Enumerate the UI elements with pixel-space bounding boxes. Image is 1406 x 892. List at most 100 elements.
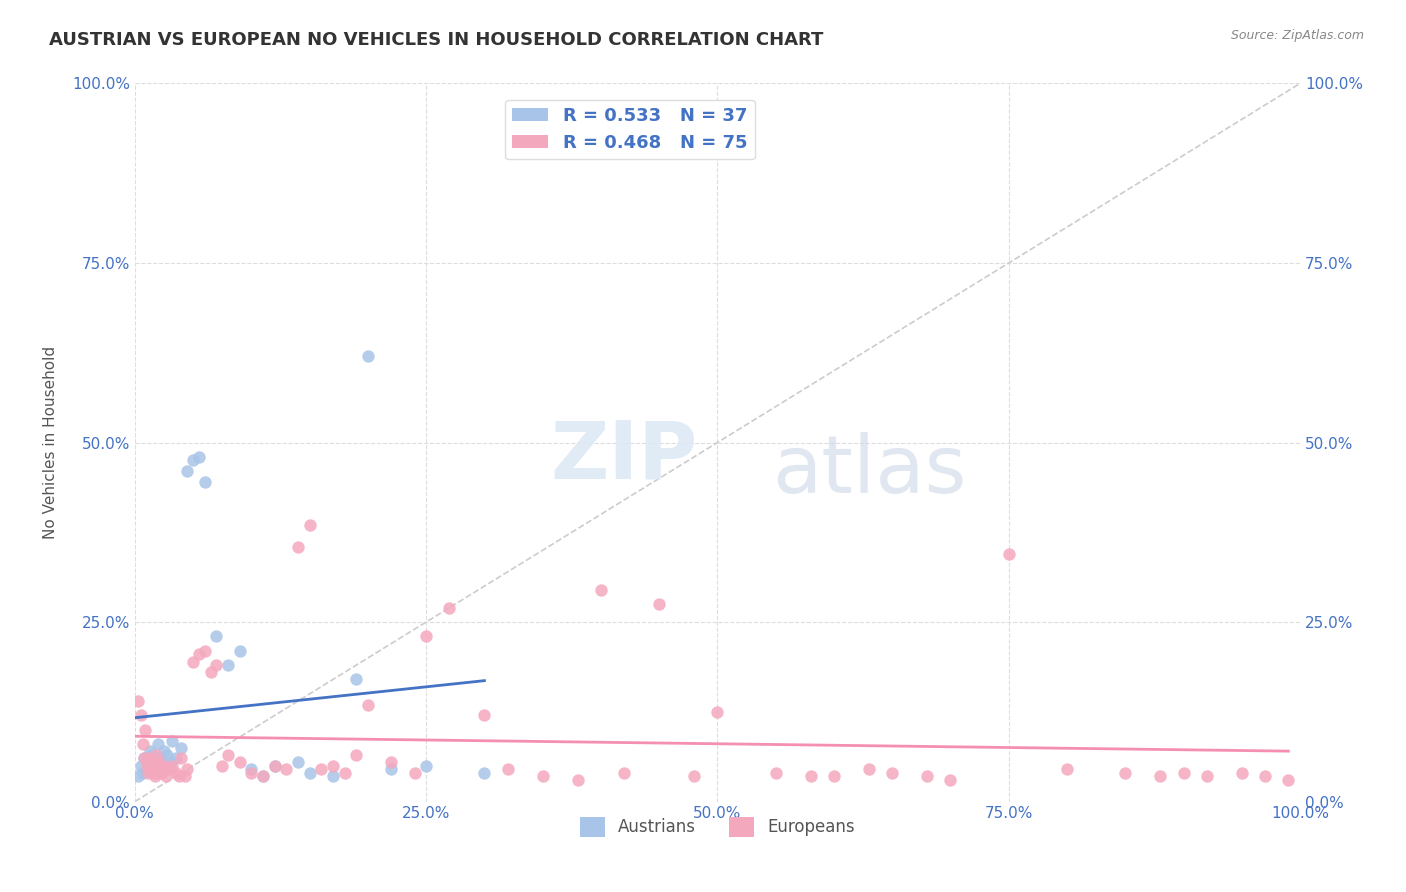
Point (858, 762, 880, 776)
Point (135, 755, 157, 769)
Legend: Austrians, Europeans: Austrians, Europeans (574, 810, 862, 844)
Point (141, 755, 163, 769)
Point (496, 762, 519, 776)
Point (1230, 765, 1253, 780)
Point (1254, 769, 1277, 783)
Point (357, 349, 380, 363)
Point (217, 658, 239, 673)
Point (380, 755, 402, 769)
Point (344, 747, 367, 762)
Point (145, 747, 167, 762)
Point (1173, 765, 1195, 780)
Point (132, 765, 155, 780)
Point (127, 769, 149, 783)
Point (155, 769, 177, 783)
Point (181, 655, 204, 669)
Point (211, 758, 233, 772)
Point (174, 769, 197, 783)
Point (1114, 765, 1136, 780)
Point (129, 708, 152, 723)
Point (882, 765, 904, 780)
Point (146, 737, 169, 751)
Point (129, 758, 152, 772)
Point (205, 658, 228, 673)
Point (150, 755, 173, 769)
Point (287, 540, 309, 554)
Point (1277, 772, 1299, 787)
Point (357, 698, 380, 712)
Point (181, 453, 204, 467)
Point (138, 762, 160, 776)
Point (1195, 769, 1218, 783)
Point (567, 772, 589, 787)
Point (276, 762, 298, 776)
Point (800, 769, 823, 783)
Point (165, 765, 187, 780)
Point (153, 744, 176, 758)
Point (706, 705, 728, 719)
Point (404, 765, 426, 780)
Point (134, 751, 156, 765)
Point (167, 769, 190, 783)
Text: AUSTRIAN VS EUROPEAN NO VEHICLES IN HOUSEHOLD CORRELATION CHART: AUSTRIAN VS EUROPEAN NO VEHICLES IN HOUS… (49, 31, 824, 49)
Point (217, 747, 239, 762)
Point (474, 765, 496, 780)
Point (188, 450, 211, 464)
Point (613, 765, 636, 780)
Point (148, 751, 170, 765)
Point (380, 762, 402, 776)
Point (148, 755, 170, 769)
Point (252, 769, 274, 783)
Point (159, 755, 181, 769)
Point (683, 769, 706, 783)
Point (648, 597, 671, 611)
Point (132, 737, 155, 751)
Point (149, 762, 172, 776)
Point (287, 755, 309, 769)
Point (138, 751, 160, 765)
Point (205, 629, 228, 643)
Point (765, 765, 787, 780)
Point (170, 751, 193, 765)
Point (333, 765, 356, 780)
Point (915, 769, 938, 783)
Point (134, 723, 156, 737)
Point (311, 762, 333, 776)
Point (1149, 769, 1171, 783)
Text: ZIP: ZIP (551, 417, 697, 496)
Point (229, 755, 252, 769)
Point (153, 758, 176, 772)
Point (589, 582, 612, 597)
Point (146, 758, 169, 772)
Point (145, 762, 167, 776)
Point (150, 765, 173, 780)
Point (194, 644, 217, 658)
Point (322, 758, 344, 772)
Y-axis label: No Vehicles in Household: No Vehicles in Household (44, 346, 58, 539)
Point (139, 762, 162, 776)
Point (165, 751, 187, 765)
Point (939, 772, 962, 787)
Point (344, 673, 367, 687)
Point (298, 765, 321, 780)
Point (531, 769, 554, 783)
Point (240, 762, 263, 776)
Point (252, 769, 274, 783)
Point (139, 744, 162, 758)
Point (146, 765, 169, 780)
Point (322, 769, 344, 783)
Point (143, 769, 166, 783)
Point (263, 758, 285, 772)
Text: Source: ZipAtlas.com: Source: ZipAtlas.com (1230, 29, 1364, 42)
Point (142, 765, 165, 780)
Point (823, 769, 845, 783)
Point (474, 708, 496, 723)
Point (1056, 762, 1078, 776)
Point (229, 644, 252, 658)
Point (415, 758, 437, 772)
Point (194, 475, 217, 489)
Point (142, 758, 165, 772)
Point (997, 547, 1019, 561)
Point (135, 758, 157, 772)
Point (127, 694, 149, 708)
